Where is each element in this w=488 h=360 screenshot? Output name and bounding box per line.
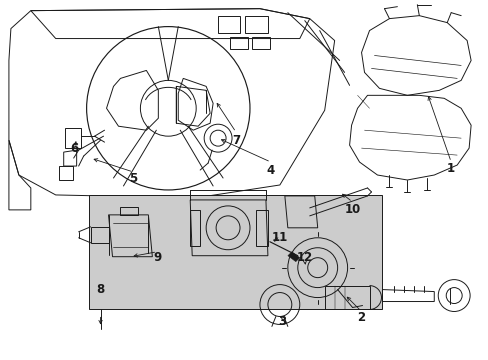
Text: 5: 5 [129, 171, 137, 185]
Text: 12: 12 [296, 251, 312, 264]
Text: 3: 3 [277, 315, 285, 328]
Text: 1: 1 [446, 162, 454, 175]
Text: 10: 10 [344, 203, 360, 216]
FancyBboxPatch shape [88, 195, 382, 310]
Text: 9: 9 [153, 251, 161, 264]
Text: 7: 7 [231, 134, 240, 147]
Text: 11: 11 [271, 231, 287, 244]
Polygon shape [287, 252, 299, 262]
Text: 8: 8 [96, 283, 104, 296]
Text: 2: 2 [357, 311, 365, 324]
Text: 4: 4 [266, 163, 274, 176]
Text: 6: 6 [70, 141, 79, 155]
